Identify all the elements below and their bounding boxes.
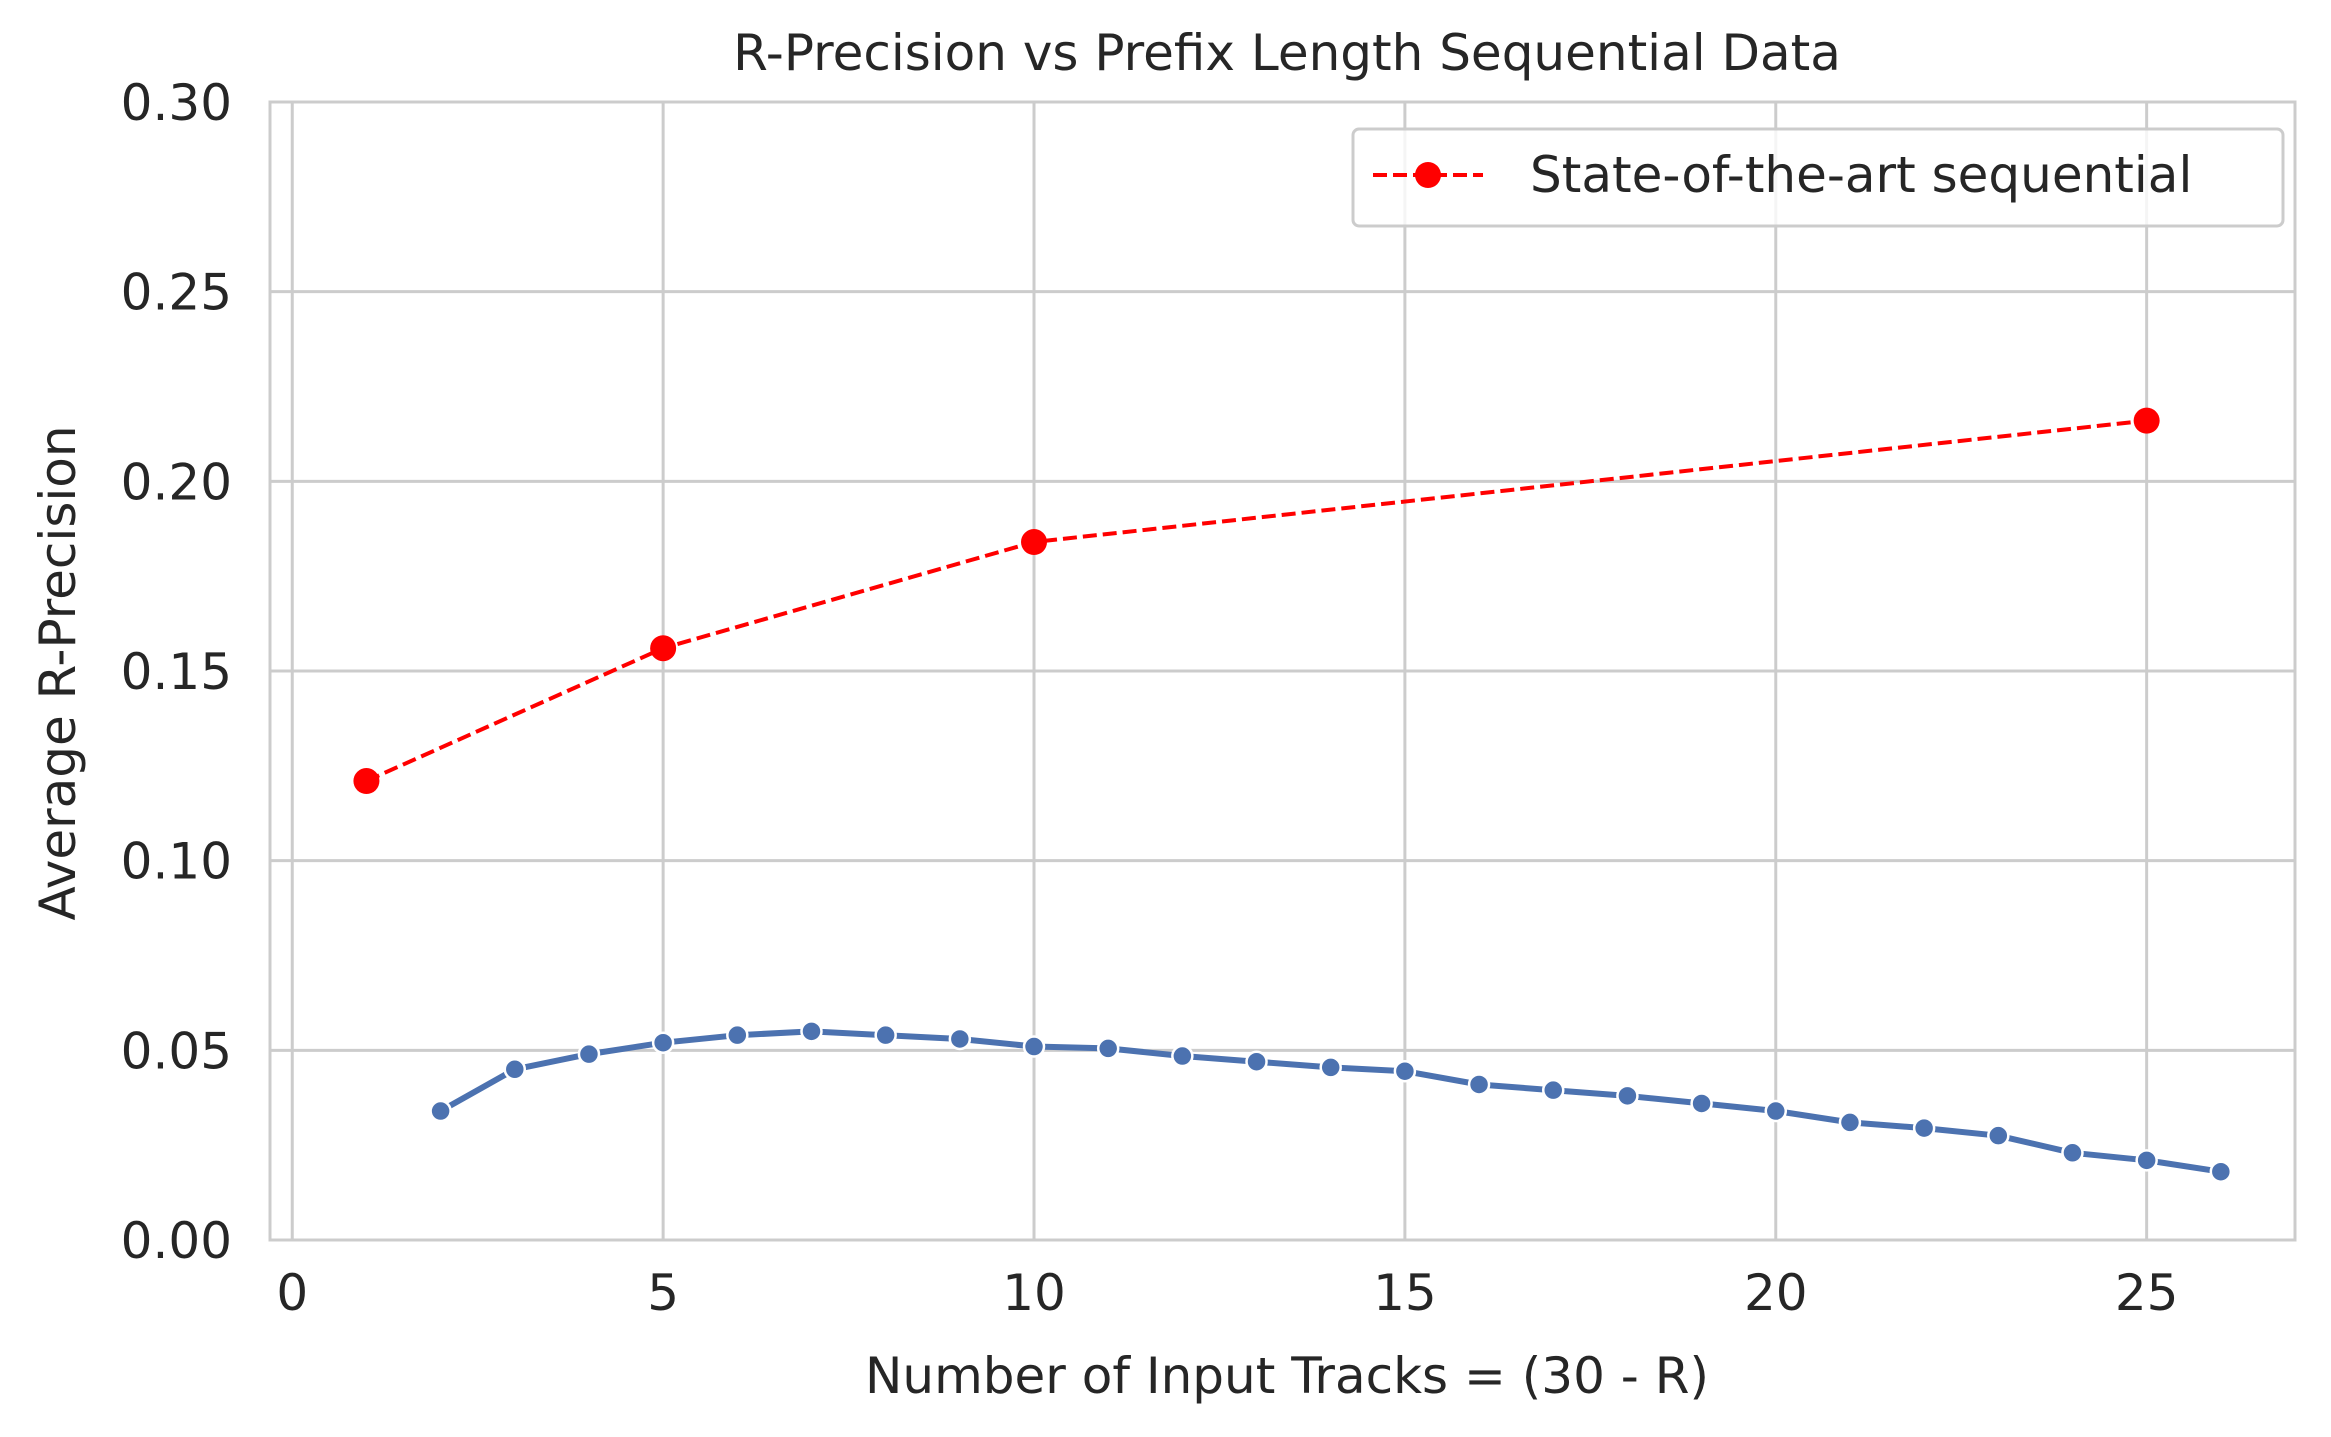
data-point	[2209, 1160, 2233, 1183]
y-tick-label: 0.30	[121, 74, 232, 132]
x-axis-label: Number of Input Tracks = (30 - R)	[865, 1347, 1709, 1405]
data-point	[353, 768, 380, 795]
series-1	[429, 1020, 2233, 1183]
y-tick-label: 0.10	[121, 833, 232, 891]
data-point	[1393, 1059, 1417, 1083]
x-tick-label: 20	[1744, 1264, 1808, 1322]
data-point	[1987, 1124, 2010, 1147]
series-line	[365, 418, 2147, 783]
data-point	[948, 1027, 972, 1051]
data-point	[503, 1058, 527, 1081]
data-point	[1912, 1116, 1936, 1140]
data-point	[1541, 1078, 1565, 1102]
data-point	[2135, 1149, 2158, 1172]
data-point	[800, 1020, 823, 1043]
data-point	[577, 1042, 601, 1066]
legend-box	[1351, 127, 2285, 228]
data-point	[1467, 1073, 1491, 1096]
data-point	[1021, 529, 1048, 556]
x-tick-label: 10	[1002, 1264, 1066, 1322]
series-2	[353, 407, 2160, 795]
data-point	[1171, 1044, 1194, 1068]
data-point	[651, 1031, 675, 1054]
data-point	[650, 635, 677, 662]
legend-label: State-of-the-art sequential	[1530, 146, 2192, 204]
data-point	[1096, 1037, 1120, 1060]
x-tick-label: 15	[1373, 1264, 1437, 1322]
chart-title: R-Precision vs Prefix Length Sequential …	[733, 24, 1841, 82]
data-point	[2061, 1141, 2084, 1165]
y-tick-label: 0.25	[121, 264, 232, 322]
data-point	[1690, 1092, 1713, 1115]
legend: State-of-the-art sequential	[1351, 127, 2285, 228]
y-tick-label: 0.20	[121, 453, 232, 511]
data-point	[726, 1023, 749, 1047]
data-point	[1022, 1035, 1046, 1058]
data-point	[1764, 1099, 1788, 1123]
data-point	[429, 1099, 452, 1123]
x-axis-ticks: 0 5 10 15 20 25	[276, 1264, 2178, 1322]
data-point	[874, 1023, 897, 1047]
legend-marker-sample	[1415, 162, 1441, 188]
x-tick-label: 0	[276, 1264, 308, 1322]
data-series	[353, 407, 2233, 1183]
y-tick-label: 0.00	[121, 1212, 232, 1270]
y-axis-label: Average R-Precision	[29, 425, 87, 920]
y-axis-ticks: 0.00 0.05 0.10 0.15 0.20 0.25 0.30	[121, 74, 232, 1270]
data-point	[1838, 1111, 1862, 1134]
data-point	[1616, 1084, 1639, 1108]
data-point	[1319, 1056, 1342, 1079]
plot-area-frame	[268, 100, 2297, 1242]
x-tick-label: 25	[2115, 1264, 2179, 1322]
y-tick-label: 0.05	[121, 1022, 232, 1080]
data-point	[1245, 1050, 1268, 1073]
data-point	[2133, 407, 2160, 434]
y-tick-label: 0.15	[121, 643, 232, 701]
x-tick-label: 5	[647, 1264, 679, 1322]
